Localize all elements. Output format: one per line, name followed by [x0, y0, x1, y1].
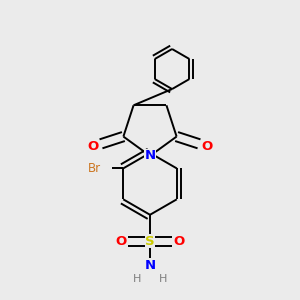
Text: H: H	[159, 274, 167, 284]
Text: O: O	[201, 140, 212, 153]
Text: N: N	[144, 149, 156, 162]
Text: O: O	[174, 235, 185, 248]
Text: N: N	[144, 259, 156, 272]
Text: O: O	[115, 235, 126, 248]
Text: O: O	[88, 140, 99, 153]
Text: H: H	[133, 274, 141, 284]
Text: S: S	[145, 235, 155, 248]
Text: Br: Br	[88, 162, 101, 175]
